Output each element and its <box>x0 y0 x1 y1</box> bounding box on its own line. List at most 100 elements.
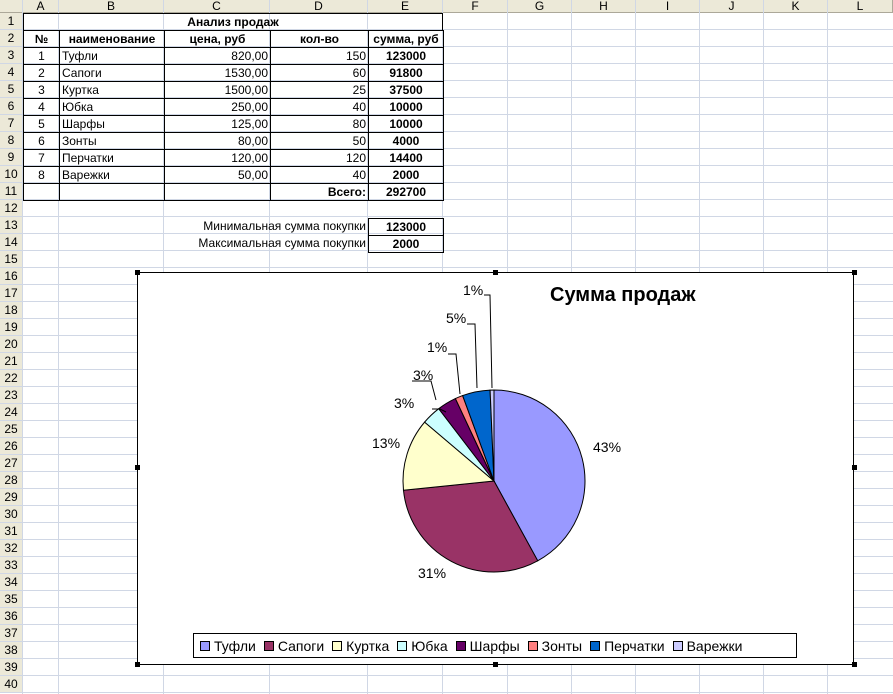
row-header[interactable]: 40 <box>0 676 23 693</box>
min-value[interactable]: 123000 <box>368 218 444 236</box>
table-cell[interactable]: Варежки <box>59 166 165 184</box>
row-header[interactable]: 3 <box>0 47 23 64</box>
column-header[interactable]: E <box>368 0 443 13</box>
row-header[interactable]: 5 <box>0 81 23 98</box>
row-header[interactable]: 8 <box>0 132 23 149</box>
table-header-cell[interactable]: цена, руб <box>164 30 271 48</box>
legend-item[interactable]: Перчатки <box>590 638 665 654</box>
table-cell[interactable]: 6 <box>23 132 60 150</box>
legend-item[interactable]: Сапоги <box>263 638 324 654</box>
table-cell[interactable]: 80 <box>270 115 369 133</box>
table-cell[interactable]: Зонты <box>59 132 165 150</box>
table-cell[interactable]: 10000 <box>368 98 444 116</box>
table-cell[interactable]: 125,00 <box>164 115 271 133</box>
table-cell[interactable]: 2 <box>23 64 60 82</box>
row-header[interactable]: 38 <box>0 642 23 659</box>
table-cell[interactable]: 60 <box>270 64 369 82</box>
row-header[interactable]: 22 <box>0 370 23 387</box>
legend-item[interactable]: Юбка <box>397 638 448 654</box>
table-cell[interactable]: 820,00 <box>164 47 271 65</box>
row-header[interactable]: 37 <box>0 625 23 642</box>
table-cell[interactable]: 150 <box>270 47 369 65</box>
row-header[interactable]: 36 <box>0 608 23 625</box>
column-header[interactable]: H <box>572 0 636 13</box>
total-row-c[interactable] <box>164 183 271 201</box>
table-cell[interactable]: 37500 <box>368 81 444 99</box>
row-header[interactable]: 10 <box>0 166 23 183</box>
table-cell[interactable]: 80,00 <box>164 132 271 150</box>
table-title[interactable]: Анализ продаж <box>23 13 443 30</box>
row-header[interactable]: 14 <box>0 234 23 251</box>
table-cell[interactable]: 14400 <box>368 149 444 167</box>
row-header[interactable]: 15 <box>0 251 23 268</box>
total-label[interactable]: Всего: <box>270 183 369 201</box>
table-header-cell[interactable]: кол-во <box>270 30 369 48</box>
table-cell[interactable]: Сапоги <box>59 64 165 82</box>
legend-item[interactable]: Варежки <box>672 638 742 654</box>
table-cell[interactable]: Юбка <box>59 98 165 116</box>
row-header[interactable]: 32 <box>0 540 23 557</box>
legend-item[interactable]: Зонты <box>527 638 582 654</box>
total-row-b[interactable] <box>59 183 165 201</box>
min-label[interactable]: Минимальная сумма покупки <box>203 219 366 233</box>
row-header[interactable]: 17 <box>0 285 23 302</box>
max-label[interactable]: Максимальная сумма покупки <box>198 236 366 250</box>
table-cell[interactable]: 3 <box>23 81 60 99</box>
row-header[interactable]: 2 <box>0 30 23 47</box>
row-header[interactable]: 33 <box>0 557 23 574</box>
legend-item[interactable]: Туфли <box>200 638 256 654</box>
table-cell[interactable]: 120,00 <box>164 149 271 167</box>
row-header[interactable]: 25 <box>0 421 23 438</box>
table-header-cell[interactable]: сумма, руб <box>368 30 444 48</box>
row-header[interactable]: 30 <box>0 506 23 523</box>
row-header[interactable]: 26 <box>0 438 23 455</box>
row-header[interactable]: 11 <box>0 183 23 200</box>
row-header[interactable]: 20 <box>0 336 23 353</box>
row-header[interactable]: 18 <box>0 302 23 319</box>
row-header[interactable]: 28 <box>0 472 23 489</box>
table-cell[interactable]: 40 <box>270 98 369 116</box>
column-header[interactable]: F <box>443 0 508 13</box>
table-cell[interactable]: Куртка <box>59 81 165 99</box>
table-cell[interactable]: 10000 <box>368 115 444 133</box>
table-cell[interactable]: 123000 <box>368 47 444 65</box>
pie-chart-area[interactable] <box>137 272 854 665</box>
table-cell[interactable]: Туфли <box>59 47 165 65</box>
table-cell[interactable]: 1500,00 <box>164 81 271 99</box>
row-header[interactable]: 24 <box>0 404 23 421</box>
column-header[interactable]: L <box>828 0 893 13</box>
row-header[interactable]: 13 <box>0 217 23 234</box>
column-header[interactable]: B <box>59 0 164 13</box>
table-cell[interactable]: 7 <box>23 149 60 167</box>
row-header[interactable]: 7 <box>0 115 23 132</box>
table-cell[interactable]: 5 <box>23 115 60 133</box>
table-header-cell[interactable]: № <box>23 30 60 48</box>
legend-item[interactable]: Шарфы <box>455 638 520 654</box>
table-cell[interactable]: 2000 <box>368 166 444 184</box>
row-header[interactable]: 21 <box>0 353 23 370</box>
row-header[interactable]: 23 <box>0 387 23 404</box>
row-header[interactable]: 29 <box>0 489 23 506</box>
column-header[interactable]: J <box>700 0 764 13</box>
table-cell[interactable]: 4 <box>23 98 60 116</box>
total-row-a[interactable] <box>23 183 60 201</box>
row-header[interactable]: 27 <box>0 455 23 472</box>
table-cell[interactable]: 50 <box>270 132 369 150</box>
legend-item[interactable]: Куртка <box>332 638 389 654</box>
table-cell[interactable]: Шарфы <box>59 115 165 133</box>
column-header[interactable]: A <box>23 0 59 13</box>
row-header[interactable]: 35 <box>0 591 23 608</box>
table-cell[interactable]: 91800 <box>368 64 444 82</box>
table-cell[interactable]: 8 <box>23 166 60 184</box>
table-header-cell[interactable]: наименование <box>59 30 165 48</box>
column-header[interactable]: G <box>508 0 572 13</box>
select-all-corner[interactable] <box>0 0 23 13</box>
max-value[interactable]: 2000 <box>368 235 444 253</box>
table-cell[interactable]: 120 <box>270 149 369 167</box>
row-header[interactable]: 1 <box>0 13 23 30</box>
chart-legend[interactable]: Туфли Сапоги Куртка Юбка Шарфы Зонты Перчатки В… <box>193 633 797 658</box>
table-cell[interactable]: 1 <box>23 47 60 65</box>
row-header[interactable]: 4 <box>0 64 23 81</box>
column-header[interactable]: C <box>164 0 270 13</box>
chart-title[interactable]: Сумма продаж <box>550 284 696 306</box>
